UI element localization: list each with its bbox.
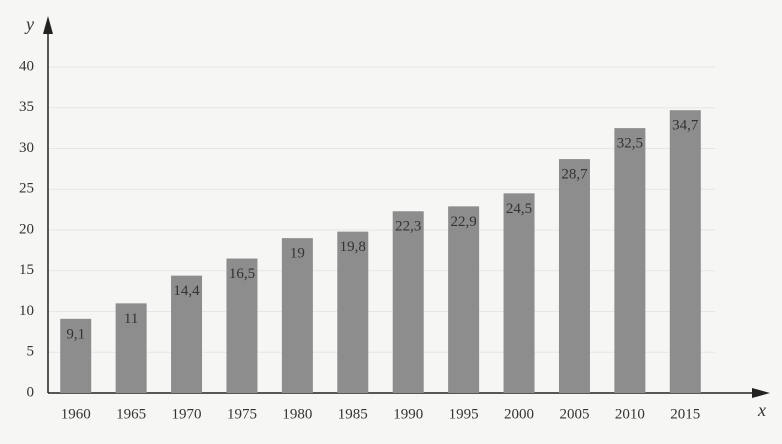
bar (337, 231, 369, 393)
x-tick-label: 1975 (227, 406, 257, 422)
value-label: 22,9 (451, 214, 477, 230)
value-label: 14,4 (173, 283, 200, 299)
x-tick-label: 2010 (615, 406, 645, 422)
x-tick-label: 1965 (116, 406, 146, 422)
value-label: 28,7 (561, 167, 588, 183)
bar (614, 128, 646, 393)
y-tick-label: 35 (19, 99, 34, 115)
bar (448, 206, 480, 393)
x-tick-label: 2000 (504, 406, 534, 422)
bar (115, 303, 147, 393)
x-tick-label: 1960 (61, 406, 91, 422)
x-tick-label: 2005 (559, 406, 589, 422)
y-axis-arrow (43, 16, 53, 34)
bar (171, 275, 203, 393)
value-label: 9,1 (66, 326, 85, 342)
y-tick-label: 40 (19, 58, 34, 74)
value-label: 32,5 (617, 136, 643, 152)
y-tick-label: 20 (19, 221, 34, 237)
x-tick-label: 1995 (449, 406, 479, 422)
y-tick-label: 15 (19, 262, 34, 278)
y-axis-label: y (24, 14, 34, 34)
x-tick-label: 2015 (670, 406, 700, 422)
y-tick-label: 10 (19, 303, 34, 319)
bar (558, 159, 590, 393)
value-label: 24,5 (506, 201, 532, 217)
value-label: 19 (290, 246, 305, 262)
value-label: 34,7 (672, 118, 699, 134)
x-tick-label: 1985 (338, 406, 368, 422)
y-tick-label: 25 (19, 181, 34, 197)
value-label: 11 (124, 311, 138, 327)
x-tick-label: 1970 (172, 406, 202, 422)
bar (281, 238, 313, 393)
bar (669, 110, 701, 393)
value-label: 22,3 (395, 219, 421, 235)
x-axis-arrow (752, 388, 770, 398)
bar (60, 318, 92, 393)
bar (226, 258, 258, 393)
x-tick-label: 1980 (282, 406, 312, 422)
value-label: 19,8 (340, 239, 366, 255)
x-axis-label: x (757, 400, 766, 420)
y-tick-label: 5 (27, 344, 35, 360)
y-tick-label: 0 (27, 384, 35, 400)
value-label: 16,5 (229, 266, 255, 282)
bar (503, 193, 535, 393)
y-tick-label: 30 (19, 140, 34, 156)
x-tick-label: 1990 (393, 406, 423, 422)
bar (392, 211, 424, 393)
